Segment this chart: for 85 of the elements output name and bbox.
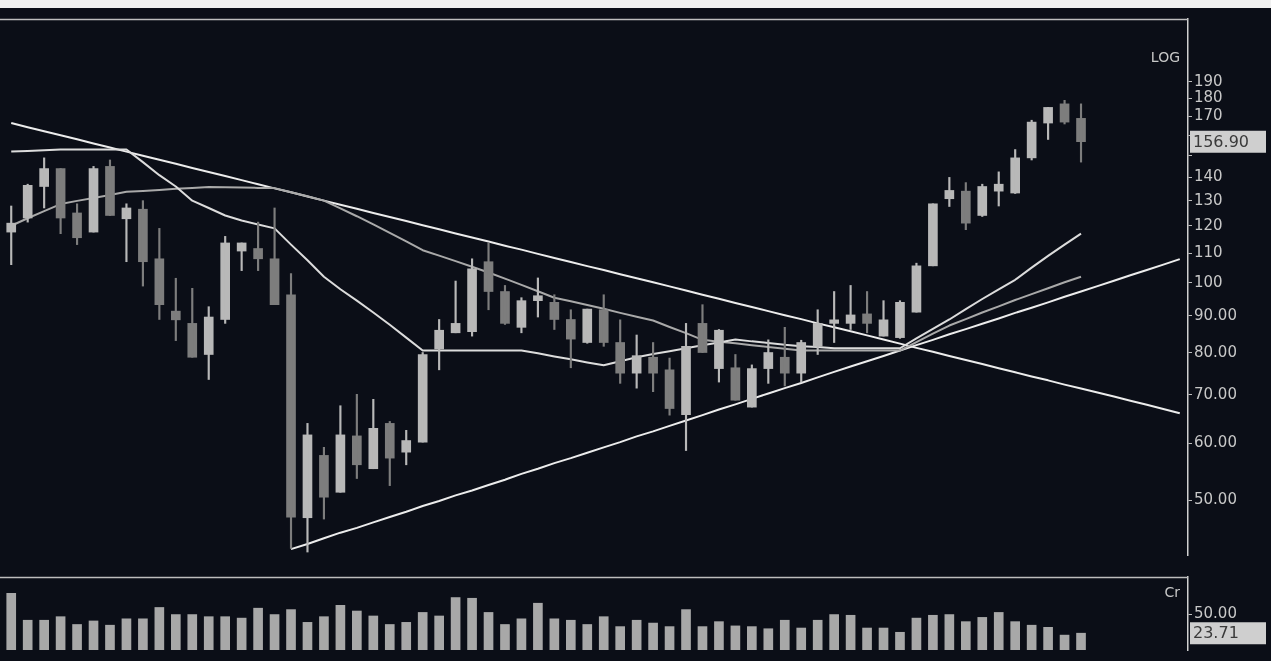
y-tick-label: 120 — [1194, 215, 1223, 234]
bar — [878, 627, 889, 650]
bar — [533, 602, 543, 650]
bar — [895, 631, 905, 650]
bar — [335, 605, 346, 650]
y-tick-label: 70.00 — [1194, 384, 1237, 403]
y-tick-label: 190 — [1194, 71, 1223, 90]
bar — [39, 619, 49, 650]
bar — [598, 616, 609, 650]
bar — [747, 626, 757, 650]
bar — [549, 618, 560, 650]
bar — [352, 610, 362, 650]
y-tick-label: 60.00 — [1194, 433, 1237, 452]
bar — [187, 614, 198, 650]
bar — [417, 612, 428, 650]
y-tick-label: 110 — [1194, 242, 1223, 261]
bar — [829, 614, 839, 650]
bar — [582, 624, 593, 650]
y-tick-label: 50.00 — [1194, 604, 1237, 623]
bar — [483, 612, 494, 650]
bar — [977, 617, 988, 650]
bar — [928, 614, 938, 650]
bar — [401, 622, 412, 650]
y-axis-title: LOG — [1150, 48, 1180, 65]
y-tick-label: 140 — [1194, 167, 1223, 186]
candlestick — [928, 203, 938, 267]
y-axis-title: Cr — [1164, 583, 1181, 600]
bar — [220, 616, 231, 650]
bar — [664, 626, 675, 650]
bar — [565, 619, 576, 650]
bar — [72, 624, 82, 650]
bar — [319, 616, 329, 650]
bar — [286, 609, 296, 650]
bar — [105, 624, 115, 650]
y-tick-label: 130 — [1194, 190, 1223, 209]
bar — [6, 592, 17, 650]
bar — [22, 619, 33, 650]
bar — [55, 616, 66, 650]
bar — [1043, 626, 1053, 650]
bar — [500, 624, 510, 650]
bar — [681, 609, 691, 650]
bar — [845, 614, 856, 650]
bar — [714, 621, 724, 650]
bar — [170, 614, 181, 650]
text: 23.71 — [1193, 623, 1239, 643]
bar — [121, 618, 132, 650]
bar — [730, 625, 741, 650]
bar — [1010, 621, 1021, 650]
bar — [368, 615, 379, 650]
bar — [302, 622, 313, 650]
bar — [1059, 634, 1070, 650]
bar — [911, 617, 922, 650]
bar — [434, 615, 444, 650]
bar — [384, 624, 395, 650]
y-tick-label: 50.00 — [1194, 490, 1237, 509]
bar — [648, 622, 658, 650]
bar — [615, 626, 626, 650]
bar — [88, 620, 99, 650]
bar — [269, 614, 280, 650]
bar — [812, 619, 823, 650]
bar — [450, 597, 461, 650]
bar — [779, 619, 790, 650]
bar — [253, 607, 263, 650]
text: 156.90 — [1193, 131, 1249, 151]
y-tick-label: 170 — [1194, 106, 1223, 125]
bar — [203, 616, 214, 650]
bar — [138, 618, 148, 650]
bar — [796, 627, 807, 650]
bar — [467, 597, 477, 650]
y-tick-label: 180 — [1194, 88, 1223, 107]
bar — [763, 628, 774, 650]
y-tick-label: 80.00 — [1194, 342, 1237, 361]
bar — [993, 612, 1004, 650]
bar — [960, 621, 971, 650]
bar — [944, 614, 955, 650]
bar — [154, 607, 165, 650]
bar — [1026, 624, 1037, 650]
bar — [1076, 632, 1086, 650]
bar — [862, 627, 872, 650]
y-tick-label: 90.00 — [1194, 305, 1237, 324]
y-tick-label: 100 — [1194, 272, 1223, 291]
bar — [697, 626, 708, 650]
bar — [516, 618, 527, 650]
bar — [236, 617, 247, 650]
bar — [631, 619, 642, 650]
